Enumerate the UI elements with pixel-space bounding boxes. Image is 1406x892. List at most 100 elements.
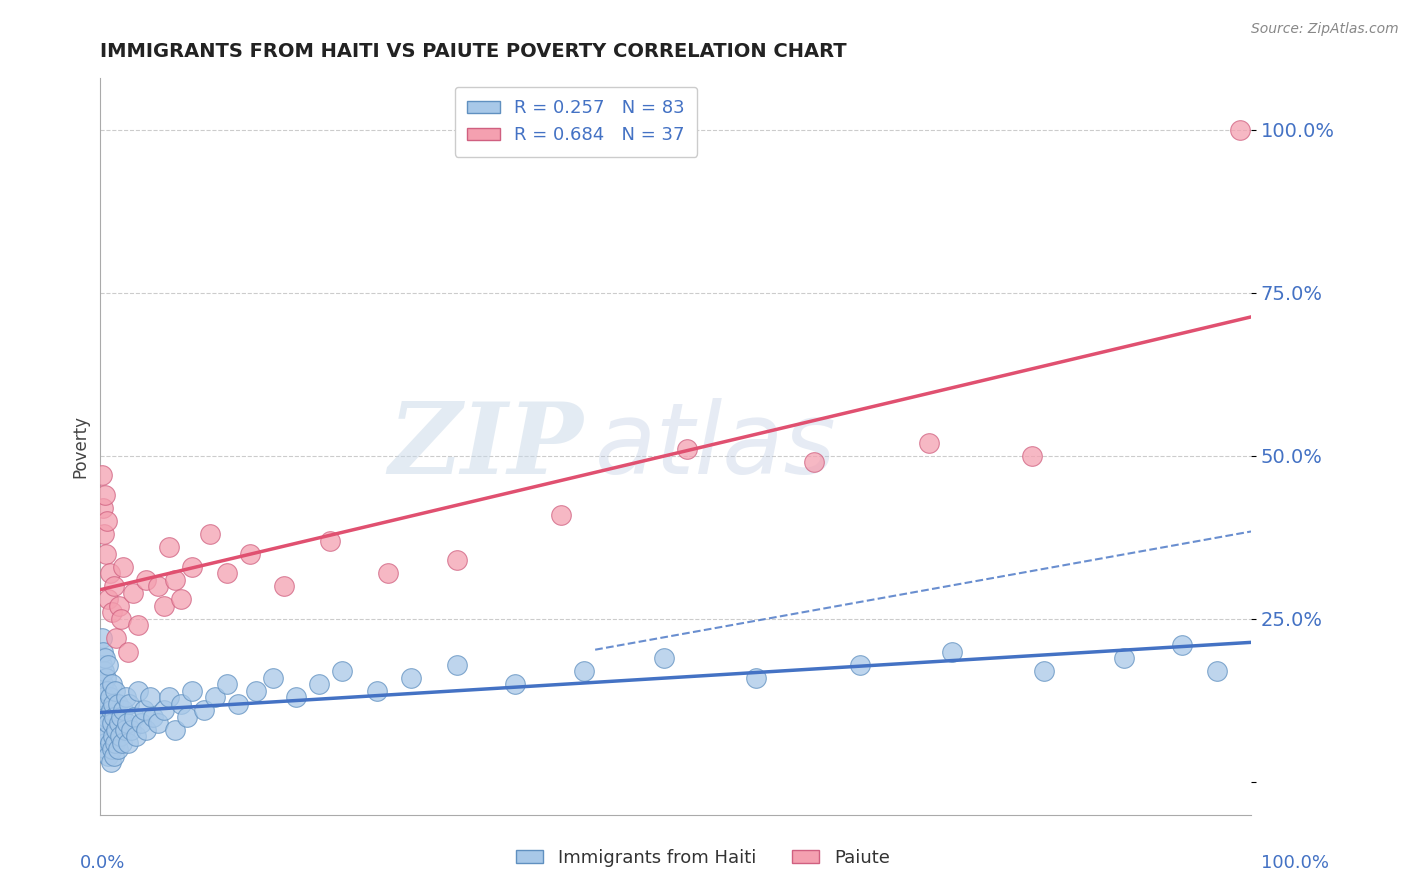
Point <box>745 671 768 685</box>
Point <box>132 703 155 717</box>
Point <box>285 690 308 705</box>
Point <box>110 710 132 724</box>
Point <box>125 729 148 743</box>
Point <box>98 690 121 705</box>
Point <box>139 690 162 705</box>
Point <box>101 606 124 620</box>
Point <box>94 736 117 750</box>
Point <box>142 710 165 724</box>
Point <box>96 729 118 743</box>
Point <box>107 742 129 756</box>
Point <box>181 559 204 574</box>
Point <box>215 566 238 581</box>
Point <box>103 748 125 763</box>
Point <box>399 671 422 685</box>
Point <box>96 683 118 698</box>
Point <box>97 657 120 672</box>
Point <box>503 677 526 691</box>
Point <box>98 566 121 581</box>
Point <box>308 677 330 691</box>
Point <box>262 671 284 685</box>
Point <box>98 736 121 750</box>
Point <box>96 514 118 528</box>
Point <box>1229 122 1251 136</box>
Point <box>115 716 138 731</box>
Legend: Immigrants from Haiti, Paiute: Immigrants from Haiti, Paiute <box>509 842 897 874</box>
Point <box>94 651 117 665</box>
Point <box>152 703 174 717</box>
Point <box>121 586 143 600</box>
Point <box>1114 651 1136 665</box>
Point <box>215 677 238 691</box>
Point <box>117 736 139 750</box>
Point <box>108 729 131 743</box>
Text: 0.0%: 0.0% <box>80 855 125 872</box>
Point <box>104 683 127 698</box>
Point <box>170 697 193 711</box>
Point <box>97 748 120 763</box>
Point <box>135 723 157 737</box>
Point <box>97 592 120 607</box>
Point <box>127 683 149 698</box>
Point <box>152 599 174 613</box>
Point <box>193 703 215 717</box>
Point <box>120 723 142 737</box>
Point <box>157 690 180 705</box>
Point <box>146 716 169 731</box>
Point <box>93 527 115 541</box>
Point <box>176 710 198 724</box>
Point <box>245 683 267 698</box>
Point <box>101 677 124 691</box>
Point <box>97 716 120 731</box>
Point <box>652 651 675 665</box>
Point <box>676 442 699 457</box>
Point <box>198 527 221 541</box>
Point <box>1205 664 1227 678</box>
Point <box>446 657 468 672</box>
Point <box>107 697 129 711</box>
Point <box>918 435 941 450</box>
Point <box>112 559 135 574</box>
Point <box>91 501 114 516</box>
Point <box>572 664 595 678</box>
Point <box>101 742 124 756</box>
Point <box>114 723 136 737</box>
Point <box>118 697 141 711</box>
Point <box>1171 638 1194 652</box>
Point <box>103 710 125 724</box>
Text: 100.0%: 100.0% <box>1261 855 1329 872</box>
Point <box>146 579 169 593</box>
Point <box>93 690 115 705</box>
Point <box>170 592 193 607</box>
Point <box>377 566 399 581</box>
Point <box>446 553 468 567</box>
Point <box>165 723 187 737</box>
Point <box>94 671 117 685</box>
Point <box>94 710 117 724</box>
Point <box>117 644 139 658</box>
Point <box>93 723 115 737</box>
Point <box>93 664 115 678</box>
Point <box>103 579 125 593</box>
Point <box>127 618 149 632</box>
Point <box>1021 449 1043 463</box>
Point <box>100 756 122 770</box>
Legend: R = 0.257   N = 83, R = 0.684   N = 37: R = 0.257 N = 83, R = 0.684 N = 37 <box>454 87 697 157</box>
Point <box>94 547 117 561</box>
Y-axis label: Poverty: Poverty <box>72 415 89 477</box>
Point <box>273 579 295 593</box>
Point <box>94 742 117 756</box>
Point <box>110 612 132 626</box>
Point <box>239 547 262 561</box>
Point <box>91 644 114 658</box>
Point <box>157 540 180 554</box>
Point <box>366 683 388 698</box>
Point <box>91 710 114 724</box>
Point <box>941 644 963 658</box>
Point <box>100 703 122 717</box>
Point <box>112 703 135 717</box>
Point <box>122 710 145 724</box>
Point <box>228 697 250 711</box>
Point <box>101 697 124 711</box>
Point <box>330 664 353 678</box>
